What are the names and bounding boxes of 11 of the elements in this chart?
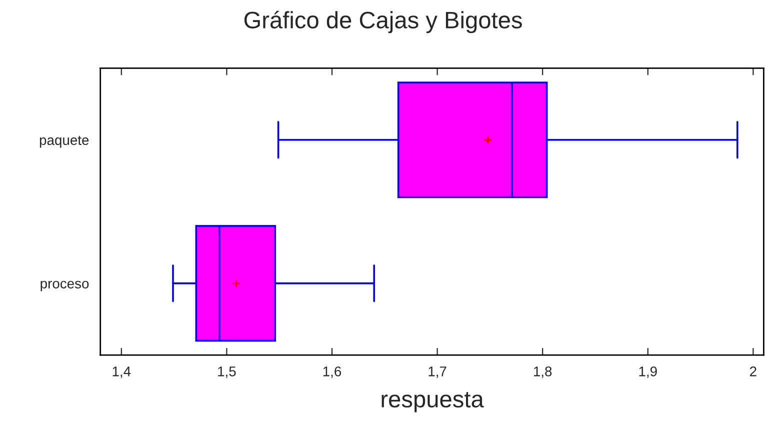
x-tick-label: 1,9 [639,366,657,378]
x-tick-label: 1,6 [323,366,342,378]
x-axis-title: respuesta [382,392,484,412]
y-tick-label: proceso [40,280,89,292]
x-tick-label: 1,7 [428,366,446,378]
x-tick-label: 1,8 [534,366,552,378]
x-tick-label: 2 [750,366,756,376]
x-tick-label: 1,5 [218,366,236,378]
y-tick-label: paquete [40,136,89,148]
chart-title: Gráfico de Cajas y Bigotes [244,10,522,34]
x-tick-label: 1,4 [112,366,131,378]
